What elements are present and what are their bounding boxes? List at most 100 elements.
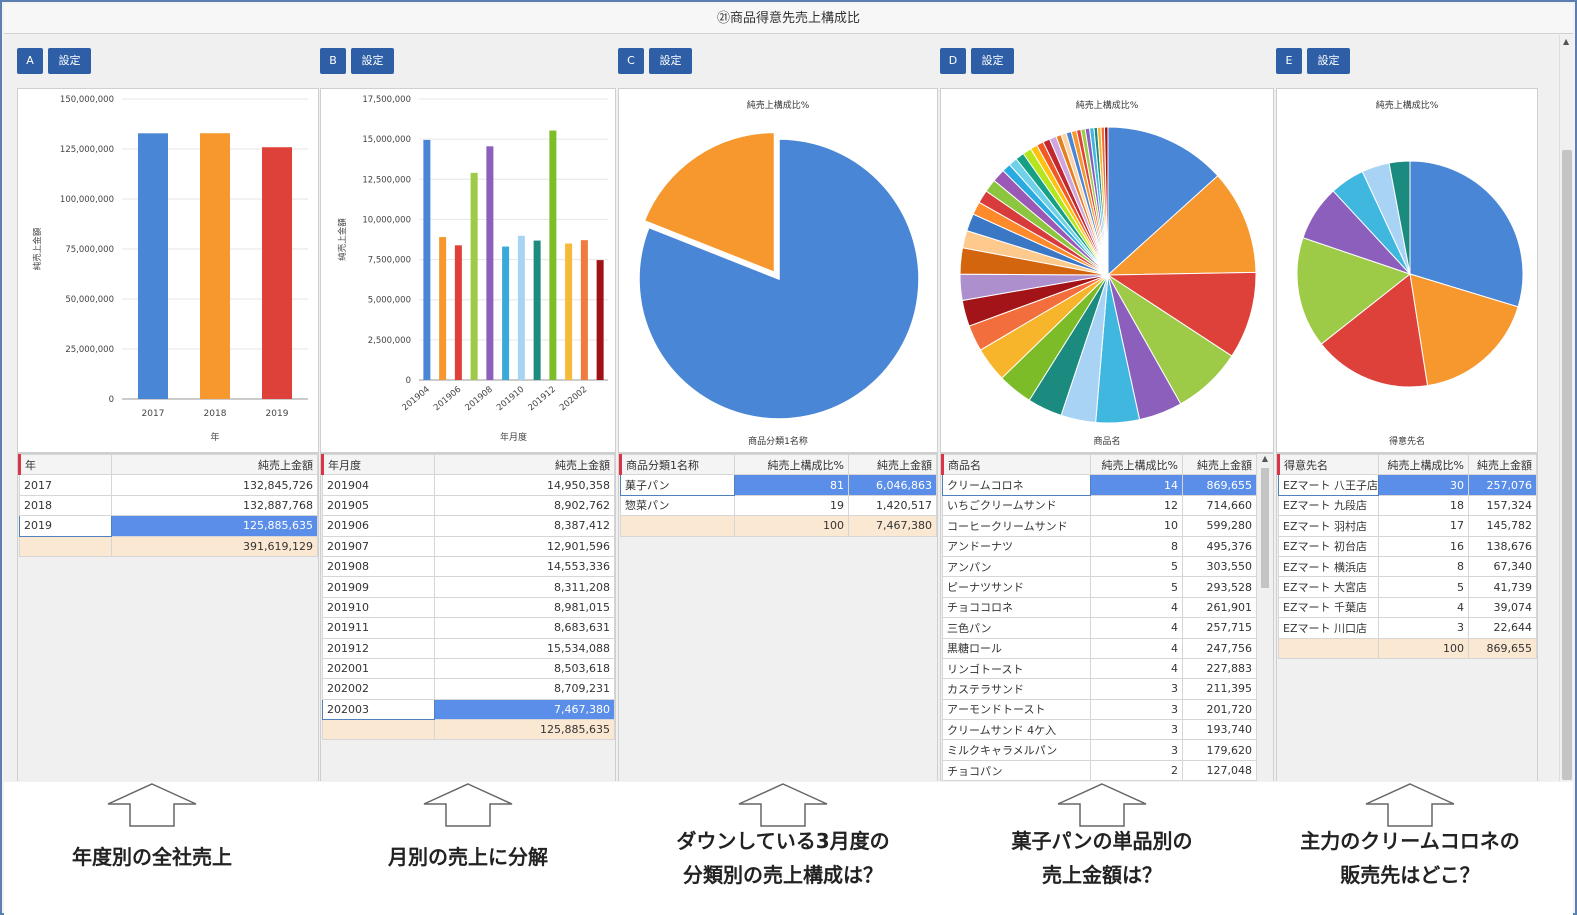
- bar[interactable]: [200, 133, 230, 399]
- col-header-ratio[interactable]: 純売上構成比%: [734, 454, 849, 476]
- row-label[interactable]: クリームサンド 4ケ入: [942, 719, 1091, 741]
- col-header-amount[interactable]: 純売上金額: [848, 454, 937, 476]
- row-value[interactable]: 211,395: [1182, 678, 1257, 700]
- col-header-category[interactable]: 商品分類1名称: [619, 454, 735, 476]
- row-value[interactable]: 869,655: [1182, 474, 1257, 496]
- panel-d-label[interactable]: D: [940, 48, 966, 74]
- row-value[interactable]: 3: [1090, 739, 1183, 761]
- row-value[interactable]: 3: [1090, 698, 1183, 721]
- customer-row[interactable]: EZマート 九段店 18 157,324: [1278, 494, 1537, 517]
- pie-slice[interactable]: [1296, 237, 1412, 345]
- row-label[interactable]: いちごクリームサンド: [942, 494, 1091, 517]
- row-value[interactable]: 247,756: [1182, 637, 1257, 659]
- month-row[interactable]: 202003 7,467,380: [322, 698, 615, 721]
- col-header-product[interactable]: 商品名: [941, 454, 1091, 476]
- month-row[interactable]: 201910 8,981,015: [322, 596, 615, 619]
- bar[interactable]: [565, 243, 573, 380]
- bar[interactable]: [533, 240, 541, 380]
- row-value[interactable]: 12: [1090, 494, 1183, 517]
- row-value[interactable]: 138,676: [1468, 535, 1537, 557]
- row-value[interactable]: 2: [1090, 759, 1183, 781]
- row-label[interactable]: 201907: [322, 535, 435, 557]
- row-value[interactable]: 8,311,208: [434, 576, 615, 598]
- customer-row[interactable]: EZマート 大宮店 5 41,739: [1278, 576, 1537, 598]
- row-label[interactable]: アンパン: [942, 555, 1091, 578]
- bar[interactable]: [486, 146, 494, 380]
- row-value[interactable]: 12,901,596: [434, 535, 615, 557]
- row-value[interactable]: 19: [734, 494, 849, 517]
- row-value[interactable]: 14,553,336: [434, 555, 615, 578]
- row-value[interactable]: 22,644: [1468, 617, 1537, 639]
- settings-button-c[interactable]: 設定: [649, 48, 692, 74]
- month-row[interactable]: 201912 15,534,088: [322, 637, 615, 659]
- row-label[interactable]: アンドーナツ: [942, 535, 1091, 557]
- panel-e-label[interactable]: E: [1276, 48, 1302, 74]
- scroll-thumb[interactable]: [1261, 468, 1269, 588]
- settings-button-b[interactable]: 設定: [351, 48, 394, 74]
- scroll-thumb[interactable]: [1562, 150, 1572, 780]
- row-label[interactable]: 202001: [322, 657, 435, 680]
- row-value[interactable]: 6,046,863: [848, 474, 937, 496]
- row-value[interactable]: 81: [734, 474, 849, 496]
- product-row[interactable]: リンゴトースト 4 227,883: [942, 657, 1257, 680]
- product-row[interactable]: コーヒークリームサンド 10 599,280: [942, 515, 1257, 537]
- row-label[interactable]: EZマート 八王子店: [1278, 474, 1379, 496]
- row-label[interactable]: チョココロネ: [942, 596, 1091, 619]
- row-value[interactable]: 10: [1090, 515, 1183, 537]
- product-row[interactable]: 三色パン 4 257,715: [942, 617, 1257, 639]
- pie-slice[interactable]: [1103, 126, 1109, 276]
- pie-slice[interactable]: [638, 138, 920, 420]
- pie-slice[interactable]: [1409, 160, 1524, 308]
- customer-row[interactable]: EZマート 羽村店 17 145,782: [1278, 515, 1537, 537]
- row-value[interactable]: 132,845,726: [111, 474, 318, 496]
- scroll-up-icon[interactable]: ▲: [1563, 37, 1570, 46]
- row-value[interactable]: 8,503,618: [434, 657, 615, 680]
- month-row[interactable]: 201909 8,311,208: [322, 576, 615, 598]
- customer-row[interactable]: EZマート 八王子店 30 257,076: [1278, 474, 1537, 496]
- product-row[interactable]: ピーナツサンド 5 293,528: [942, 576, 1257, 598]
- row-value[interactable]: 15,534,088: [434, 637, 615, 659]
- product-row[interactable]: アンドーナツ 8 495,376: [942, 535, 1257, 557]
- col-header-month[interactable]: 年月度: [321, 454, 435, 476]
- bar[interactable]: [454, 245, 462, 380]
- row-value[interactable]: 4: [1090, 657, 1183, 680]
- row-label[interactable]: EZマート 千葉店: [1278, 596, 1379, 619]
- month-row[interactable]: 201905 8,902,762: [322, 494, 615, 517]
- category-row[interactable]: 惣菜パン 19 1,420,517: [620, 494, 937, 517]
- row-value[interactable]: 3: [1090, 719, 1183, 741]
- col-header-year[interactable]: 年: [18, 454, 112, 476]
- row-label[interactable]: 201909: [322, 576, 435, 598]
- row-label[interactable]: コーヒークリームサンド: [942, 515, 1091, 537]
- row-label[interactable]: 2019: [19, 515, 112, 537]
- panel-c-label[interactable]: C: [618, 48, 644, 74]
- row-value[interactable]: 8,902,762: [434, 494, 615, 517]
- category-row[interactable]: 菓子パン 81 6,046,863: [620, 474, 937, 496]
- customer-row[interactable]: EZマート 初台店 16 138,676: [1278, 535, 1537, 557]
- row-label[interactable]: クリームコロネ: [942, 474, 1091, 496]
- row-value[interactable]: 257,715: [1182, 617, 1257, 639]
- row-label[interactable]: 201911: [322, 617, 435, 639]
- row-label[interactable]: 201908: [322, 555, 435, 578]
- pie-slice[interactable]: [1320, 273, 1429, 388]
- customer-row[interactable]: EZマート 横浜店 8 67,340: [1278, 555, 1537, 578]
- row-label[interactable]: 202003: [322, 698, 435, 721]
- product-row[interactable]: いちごクリームサンド 12 714,660: [942, 494, 1257, 517]
- row-label[interactable]: ピーナツサンド: [942, 576, 1091, 598]
- row-label[interactable]: カステラサンド: [942, 678, 1091, 700]
- row-value[interactable]: 4: [1090, 617, 1183, 639]
- year-row[interactable]: 2017 132,845,726: [19, 474, 318, 496]
- row-value[interactable]: 125,885,635: [111, 515, 318, 537]
- row-label[interactable]: 202002: [322, 678, 435, 700]
- row-value[interactable]: 41,739: [1468, 576, 1537, 598]
- row-value[interactable]: 3: [1090, 678, 1183, 700]
- row-value[interactable]: 227,883: [1182, 657, 1257, 680]
- settings-button-a[interactable]: 設定: [48, 48, 91, 74]
- col-header-ratio[interactable]: 純売上構成比%: [1378, 454, 1469, 476]
- row-value[interactable]: 8: [1378, 555, 1469, 578]
- row-value[interactable]: 8,387,412: [434, 515, 615, 537]
- row-label[interactable]: 201906: [322, 515, 435, 537]
- row-label[interactable]: 201910: [322, 596, 435, 619]
- year-row[interactable]: 2018 132,887,768: [19, 494, 318, 517]
- col-header-customer[interactable]: 得意先名: [1277, 454, 1379, 476]
- month-row[interactable]: 201911 8,683,631: [322, 617, 615, 639]
